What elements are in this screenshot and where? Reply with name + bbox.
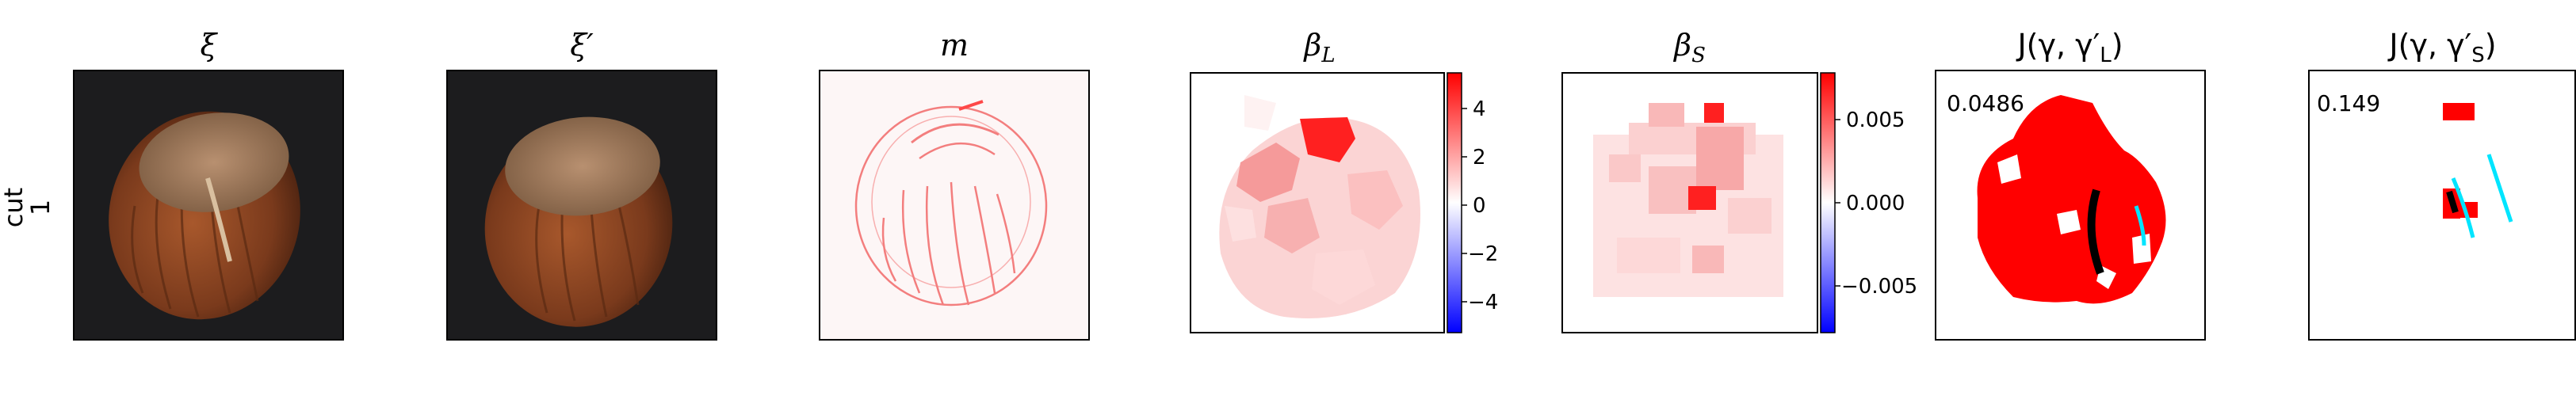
panel-title-xi: ξ: [201, 28, 219, 63]
colorbar-beta-L: 4 2 0 −2 −4: [1447, 72, 1498, 333]
J-L-overlay: [1977, 95, 2166, 304]
J-L-score: 0.0486: [1947, 90, 2024, 116]
beta-S-map: [1593, 103, 1783, 297]
colorbar-L-tick: 2: [1473, 146, 1486, 169]
J-S-score: 0.149: [2317, 90, 2380, 116]
J-S-overlay: [2443, 103, 2513, 238]
panel-title-J-S: J(γ, γ′S): [2387, 28, 2496, 67]
row-label: cut 1: [0, 188, 55, 227]
photo-xi: [74, 70, 343, 340]
colorbar-L-tick: 0: [1473, 194, 1486, 218]
panel-xi-prime: ξ′: [446, 28, 717, 341]
panel-title-m: m: [940, 28, 969, 63]
colorbar-beta-S: 0.005 0.000 −0.005: [1820, 72, 1917, 333]
panel-title-beta-S: βS: [1672, 28, 1706, 67]
panel-title-beta-L: βL: [1302, 28, 1335, 67]
panel-beta-L: βL 4 2 0 −2 −4: [1190, 28, 1498, 333]
colorbar-L-tick: −2: [1468, 242, 1498, 266]
colorbar-S-tick: 0.000: [1846, 192, 1905, 215]
beta-L-map: [1219, 95, 1420, 318]
row-label-index: 1: [25, 200, 55, 215]
row-label-cut: cut: [0, 188, 29, 227]
panel-J-L: J(γ, γ′L) 0.0486: [1935, 28, 2206, 341]
colorbar-S-tick: 0.005: [1846, 109, 1905, 132]
panel-m: m: [819, 28, 1090, 341]
colorbar-L-tick: −4: [1468, 291, 1498, 314]
colorbar-S-tick: −0.005: [1841, 275, 1917, 299]
mask-heatmap: [854, 100, 1048, 307]
colorbar-L-tick: 4: [1473, 97, 1486, 121]
panel-xi: ξ: [73, 28, 344, 341]
panel-title-J-L: J(γ, γ′L): [2016, 28, 2123, 67]
panel-beta-S: βS 0.005 0.000 −0.005: [1561, 28, 1917, 333]
panel-title-xi-prime: ξ′: [570, 28, 594, 63]
photo-xi-prime: [447, 70, 717, 340]
panel-J-S: J(γ, γ′S) 0.149: [2308, 28, 2576, 341]
